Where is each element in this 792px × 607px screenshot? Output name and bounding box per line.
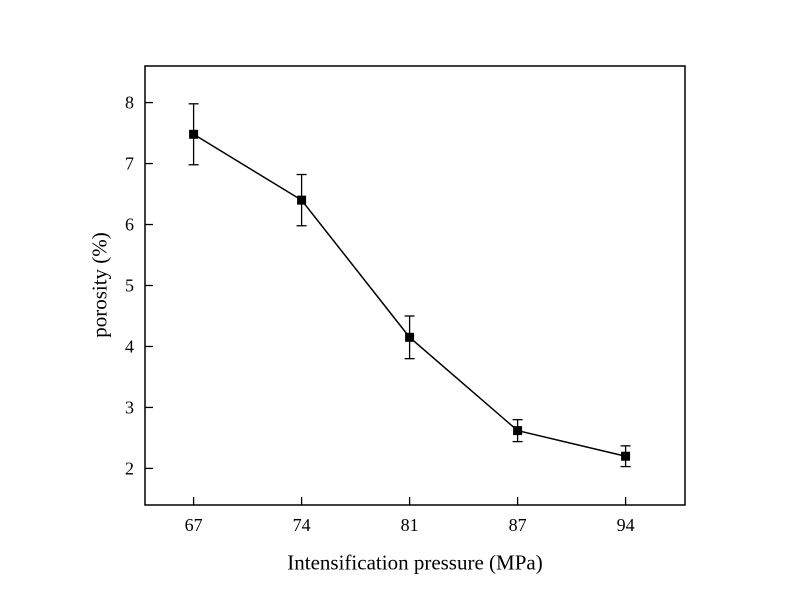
y-tick-label: 7 (125, 154, 134, 174)
x-axis-title: Intensification pressure (MPa) (287, 550, 543, 575)
y-tick-label: 4 (125, 336, 134, 356)
y-tick-label: 8 (125, 93, 134, 113)
data-line (193, 133, 626, 457)
y-tick-label: 6 (125, 215, 134, 235)
x-tick-label: 81 (401, 515, 419, 535)
data-point-marker (405, 332, 415, 342)
x-tick-label: 67 (185, 515, 203, 535)
data-point-marker (513, 426, 523, 436)
data-point-marker (297, 195, 307, 205)
x-tick-label: 94 (617, 515, 635, 535)
plot-border (144, 65, 686, 506)
x-tick-label: 74 (293, 515, 311, 535)
y-tick-label: 5 (125, 276, 134, 296)
y-tick-label: 3 (125, 397, 134, 417)
data-point-marker (621, 451, 631, 461)
data-point-marker (189, 129, 199, 139)
x-tick-label: 87 (509, 515, 527, 535)
y-tick-label: 2 (125, 458, 134, 478)
y-axis-title: porosity (%) (87, 232, 112, 338)
